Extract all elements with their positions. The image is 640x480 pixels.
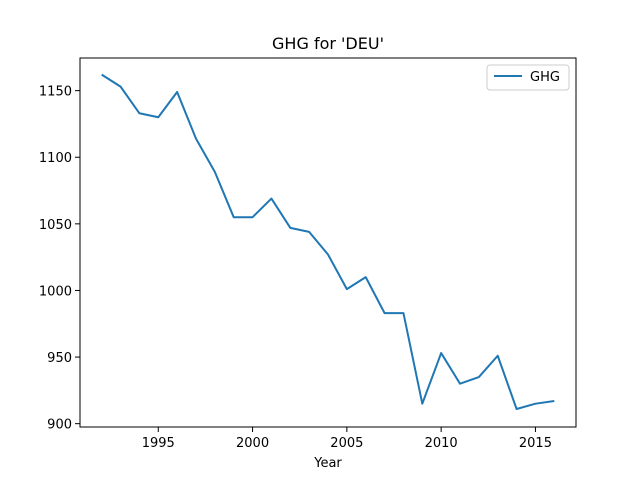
x-tick-label: 1995 xyxy=(142,436,175,451)
chart-title: GHG for 'DEU' xyxy=(272,34,384,53)
y-tick-label: 1100 xyxy=(39,151,72,166)
y-tick-label: 1050 xyxy=(39,218,72,233)
x-tick-label: 2000 xyxy=(236,436,269,451)
axes-frame xyxy=(79,57,577,428)
x-tick-label: 2015 xyxy=(519,436,552,451)
x-tick-label: 2005 xyxy=(330,436,363,451)
y-tick-label: 1000 xyxy=(39,284,72,299)
y-tick-label: 1150 xyxy=(39,85,72,100)
legend-box xyxy=(486,64,570,91)
legend-label: GHG xyxy=(530,70,560,85)
plot-area: 1995 2000 2005 2010 2015 900 950 1000 1050 1100 11… xyxy=(39,73,555,451)
y-tick-label: 950 xyxy=(47,351,72,366)
x-axis-title: Year xyxy=(313,456,342,471)
y-tick-label: 900 xyxy=(47,418,72,433)
x-tick-label: 2010 xyxy=(425,436,458,451)
series-line-ghg xyxy=(101,73,555,411)
legend: GHG xyxy=(486,64,570,91)
